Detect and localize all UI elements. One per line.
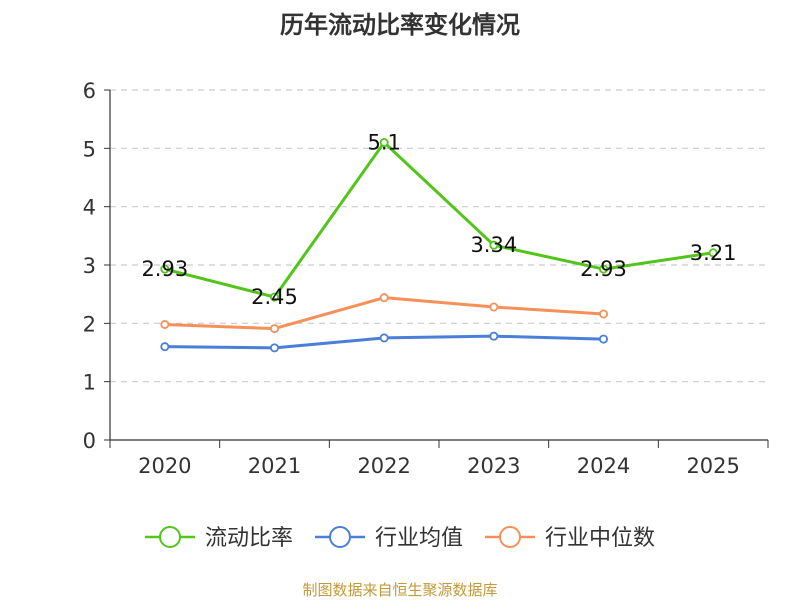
x-tick-label: 2023	[467, 454, 520, 478]
legend-item-0[interactable]: 流动比率	[145, 526, 293, 551]
data-label-0-3: 3.34	[470, 233, 517, 257]
data-label-0-2: 5.1	[367, 131, 400, 155]
legend-label-0: 流动比率	[205, 526, 293, 551]
y-tick-label: 5	[83, 137, 96, 161]
data-point-1-4	[599, 334, 609, 344]
x-tick-label: 2020	[138, 454, 191, 478]
series-line-2	[163, 296, 605, 331]
data-point-1-0	[160, 342, 170, 352]
legend-circle-icon	[159, 526, 181, 548]
data-label-0-4: 2.93	[580, 257, 627, 281]
y-tick-label: 0	[83, 429, 96, 453]
data-point-1-2	[379, 333, 389, 343]
y-tick-label: 4	[83, 196, 96, 220]
data-point-0-5	[708, 248, 718, 258]
legend-circle-icon	[499, 526, 521, 548]
data-point-2-0	[160, 319, 170, 329]
data-point-2-3	[489, 302, 499, 312]
legend-label-1: 行业均值	[375, 526, 463, 551]
data-label-0-5: 3.21	[690, 241, 737, 265]
legend-label-2: 行业中位数	[545, 526, 655, 551]
data-point-2-2	[379, 293, 389, 303]
legend-item-2[interactable]: 行业中位数	[485, 526, 655, 551]
data-label-0-1: 2.45	[251, 285, 298, 309]
x-tick-label: 2021	[248, 454, 301, 478]
data-point-0-3	[489, 240, 499, 250]
x-tick-label: 2022	[357, 454, 410, 478]
y-tick-label: 3	[83, 254, 96, 278]
data-point-0-1	[269, 292, 279, 302]
source-note: 制图数据来自恒生聚源数据库	[302, 581, 497, 599]
data-point-0-2	[379, 137, 389, 147]
data-point-2-1	[269, 324, 279, 334]
chart-title: 历年流动比率变化情况	[280, 11, 520, 39]
x-tick-label: 2024	[577, 454, 630, 478]
data-point-2-4	[599, 309, 609, 319]
series-line-0	[163, 141, 715, 299]
y-tick-label: 1	[83, 371, 96, 395]
data-point-1-3	[489, 331, 499, 341]
data-point-0-4	[599, 264, 609, 274]
legend-circle-icon	[329, 526, 351, 548]
x-tick-label: 2025	[686, 454, 739, 478]
y-tick-label: 6	[83, 79, 96, 103]
data-label-0-0: 2.93	[141, 257, 188, 281]
data-point-1-1	[269, 343, 279, 353]
data-point-0-0	[160, 264, 170, 274]
y-tick-label: 2	[83, 312, 96, 336]
legend-item-1[interactable]: 行业均值	[315, 526, 463, 551]
